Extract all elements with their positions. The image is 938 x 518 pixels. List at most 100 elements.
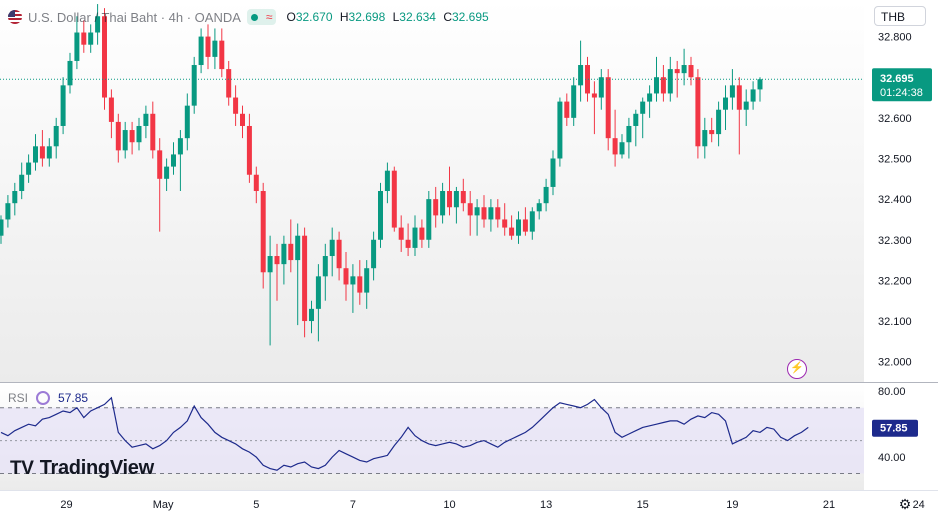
candle-body — [557, 101, 563, 159]
candle-body — [681, 65, 687, 74]
time-axis-tick: 13 — [540, 499, 552, 511]
candle-body — [315, 276, 321, 309]
rsi-name[interactable]: RSI — [8, 391, 29, 405]
wave-icon: ≈ — [265, 10, 273, 24]
candle-body — [329, 239, 335, 257]
tradingview-logo[interactable]: TV TradingView — [10, 457, 154, 480]
candle-body — [115, 121, 121, 151]
candle-body — [233, 97, 239, 114]
lightning-icon[interactable]: ⚡ — [787, 359, 807, 379]
market-status-badge[interactable]: ≈ — [246, 9, 277, 25]
symbol-title[interactable]: U.S. Dollar / Thai Baht · 4h · OANDA — [28, 9, 241, 25]
candle-body — [674, 69, 680, 74]
rsi-settings-icon[interactable] — [36, 391, 51, 405]
candle-body — [39, 146, 45, 159]
main-pane-background — [0, 0, 864, 382]
candle-body — [481, 207, 487, 220]
candle-body — [633, 113, 639, 126]
candle-body — [626, 125, 632, 143]
rsi-legend-value: 57.85 — [58, 391, 89, 405]
candle-body — [571, 85, 577, 118]
candle-body — [12, 191, 18, 204]
candle-body — [736, 85, 742, 110]
gear-icon[interactable]: ⚙ — [898, 496, 912, 512]
candle-body — [260, 191, 266, 273]
candle-body — [743, 101, 749, 110]
candle-body — [378, 191, 383, 240]
candle-body — [205, 36, 211, 57]
candle-body — [184, 105, 190, 139]
candle-body — [729, 85, 735, 98]
candle-body — [129, 130, 135, 143]
rsi-line — [0, 396, 809, 471]
candle-body — [467, 203, 473, 216]
candle-body — [26, 162, 32, 175]
candle-body — [419, 227, 425, 240]
candle-body — [53, 125, 59, 147]
candle-body — [660, 77, 666, 94]
candle-body — [723, 97, 728, 110]
candle-body — [509, 227, 515, 236]
candle-body — [281, 243, 287, 265]
candle-body — [591, 93, 597, 98]
candle-body — [453, 191, 459, 208]
candle-body — [226, 69, 232, 98]
candle-body — [33, 146, 38, 163]
low-key: L — [392, 10, 400, 24]
close-key: C — [443, 10, 452, 24]
candle-body — [398, 227, 404, 240]
candle-body — [612, 138, 618, 155]
price-axis-tick: 32.300 — [878, 235, 912, 247]
time-axis-tick: 10 — [443, 499, 455, 511]
candle-body — [302, 235, 308, 322]
candle-body — [322, 256, 328, 277]
candle-body — [371, 239, 377, 269]
candle-body — [654, 77, 659, 94]
tradingview-mark-icon: TV — [10, 458, 34, 479]
candle-body — [667, 69, 673, 94]
currency-button[interactable]: THB — [874, 6, 926, 26]
candle-body — [474, 207, 480, 216]
price-axis-tick: 32.800 — [878, 32, 912, 44]
last-price-label: 32.695 — [880, 73, 914, 85]
candle-body — [702, 130, 708, 147]
candle-body — [605, 77, 611, 139]
us-flag-icon — [8, 10, 22, 24]
candle-body — [619, 142, 625, 155]
time-axis-tick: 24 — [913, 499, 925, 511]
candle-body — [757, 79, 763, 90]
candle-body — [177, 138, 183, 155]
logo-text: TradingView — [39, 457, 154, 479]
candle-body — [350, 276, 356, 285]
candle-body — [164, 166, 170, 179]
time-axis-tick: May — [153, 499, 174, 511]
price-axis-tick: 32.600 — [878, 113, 912, 125]
candle-body — [219, 40, 225, 70]
candle-body — [357, 276, 363, 293]
candle-body — [67, 60, 73, 86]
price-axis-tick: 32.500 — [878, 153, 912, 165]
candle-body — [391, 170, 397, 228]
market-open-dot-icon — [250, 13, 258, 21]
candle-body — [709, 130, 715, 135]
candle-body — [274, 256, 280, 265]
candle-body — [688, 65, 694, 78]
time-axis-tick: 29 — [60, 499, 72, 511]
close-value: 32.695 — [452, 10, 489, 24]
candle-body — [108, 97, 114, 122]
last-price-tag — [872, 68, 932, 102]
candle-body — [640, 101, 646, 114]
candle-body — [95, 16, 101, 33]
high-value: 32.698 — [348, 10, 386, 24]
candle-body — [405, 239, 411, 248]
candle-body — [426, 199, 432, 240]
candle-body — [102, 16, 107, 98]
time-axis-tick: 5 — [253, 499, 259, 511]
candle-body — [647, 93, 653, 102]
rsi-axis-tick: 80.00 — [878, 386, 906, 398]
candle-body — [288, 243, 294, 261]
candle-body — [433, 199, 439, 216]
low-value: 32.634 — [399, 10, 436, 24]
candle-body — [136, 125, 142, 143]
